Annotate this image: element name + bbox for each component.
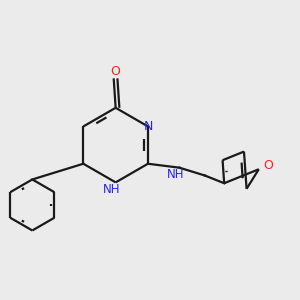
Text: NH: NH <box>103 183 121 196</box>
Text: N: N <box>143 120 153 133</box>
Text: NH: NH <box>167 168 184 181</box>
Text: O: O <box>111 65 121 78</box>
Text: O: O <box>264 159 274 172</box>
